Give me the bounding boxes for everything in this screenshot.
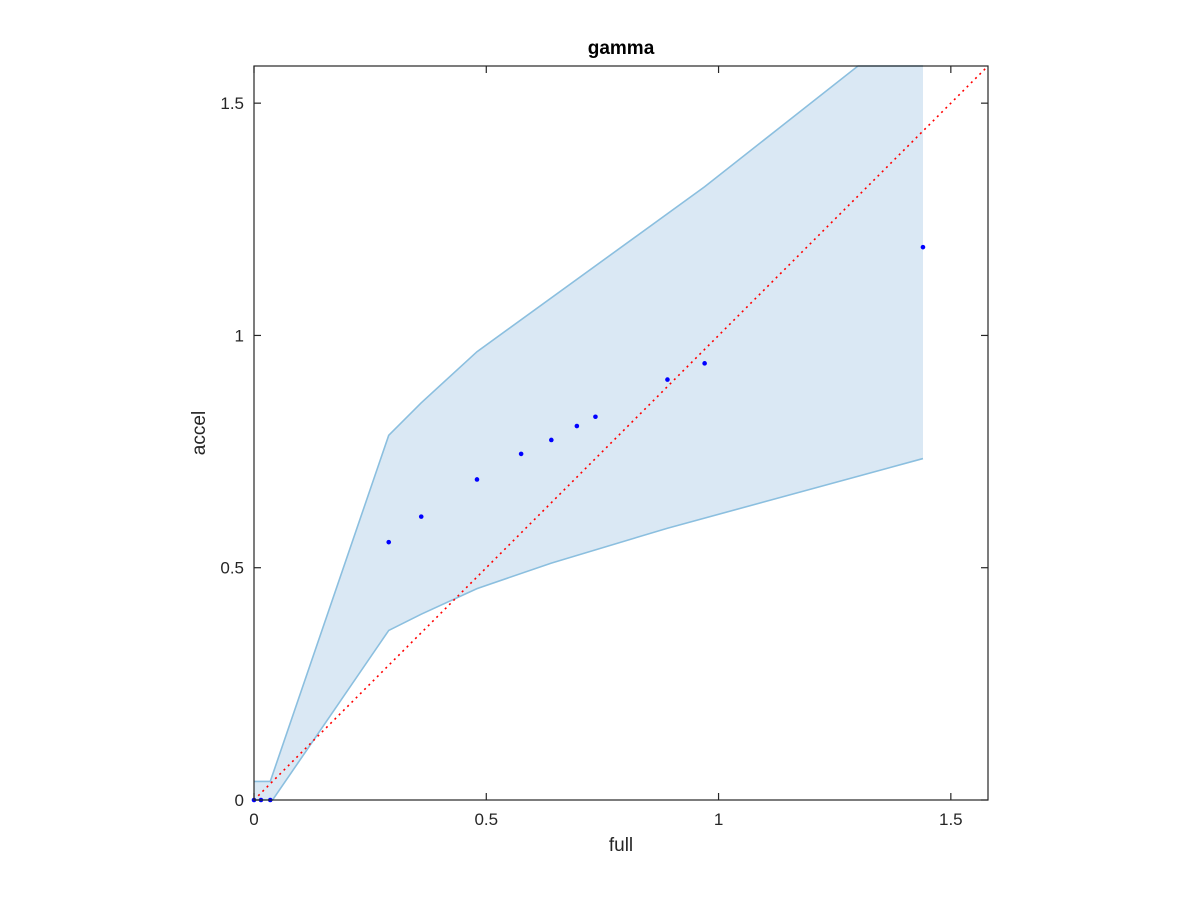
confidence-band-upper-edge [254, 65, 923, 783]
data-point [518, 451, 524, 457]
confidence-band-lower-edge [254, 457, 924, 801]
reference-line-y-equals-x [253, 65, 989, 801]
data-point [386, 539, 392, 545]
y-tick-label: 1 [235, 326, 244, 345]
x-tick-label: 0.5 [474, 810, 498, 829]
y-tick-label: 0.5 [220, 559, 244, 578]
data-point [474, 477, 480, 482]
y-tick-label: 1.5 [220, 94, 244, 113]
data-point [549, 437, 554, 443]
data-point [702, 361, 707, 366]
x-tick-label: 1 [714, 810, 723, 829]
data-point [574, 423, 580, 429]
data-point [920, 244, 926, 250]
data-point [593, 414, 598, 420]
y-tick-label: 0 [235, 791, 244, 810]
x-tick-label: 1.5 [939, 810, 963, 829]
x-tick-label: 0 [249, 810, 258, 829]
x-axis-ticks: 0 0.5 1 1.5 [249, 66, 963, 829]
axes-box [253, 65, 989, 801]
y-axis-label: accel [189, 411, 210, 455]
chart-title: gamma [588, 38, 655, 59]
confidence-band-fill [254, 66, 923, 800]
x-axis-label: full [609, 835, 633, 856]
data-point [418, 514, 424, 519]
y-axis-ticks: 0 0.5 1 1.5 [220, 94, 988, 810]
data-points [251, 244, 926, 803]
plot-area [251, 65, 989, 803]
data-point [665, 377, 670, 382]
